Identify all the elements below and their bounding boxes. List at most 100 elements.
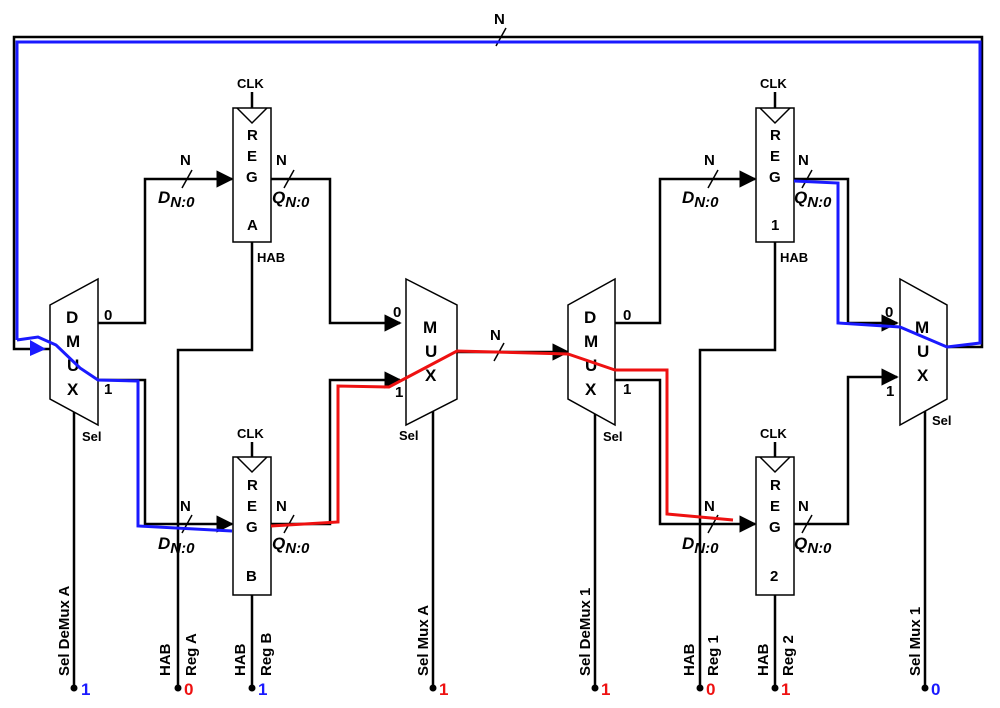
value-sel-mux-1: 0 xyxy=(931,680,940,699)
reg-a: CLK R E G A HAB xyxy=(232,76,285,265)
svg-text:U: U xyxy=(425,342,437,361)
svg-text:DN:0: DN:0 xyxy=(682,534,719,557)
svg-text:0: 0 xyxy=(623,307,631,324)
svg-text:0: 0 xyxy=(393,304,401,321)
signal-hab-b: HAB xyxy=(232,643,249,676)
svg-text:G: G xyxy=(246,519,258,536)
svg-text:CLK: CLK xyxy=(237,426,264,441)
svg-text:QN:0: QN:0 xyxy=(272,188,310,211)
svg-text:DN:0: DN:0 xyxy=(682,188,719,211)
svg-text:1: 1 xyxy=(395,384,403,401)
svg-text:X: X xyxy=(425,366,437,385)
svg-text:X: X xyxy=(585,380,597,399)
svg-text:QN:0: QN:0 xyxy=(272,534,310,557)
signal-sel-mux-a: Sel Mux A xyxy=(415,605,432,676)
signal-reg-1: Reg 1 xyxy=(705,635,722,676)
svg-text:G: G xyxy=(769,519,781,536)
svg-text:E: E xyxy=(770,498,780,515)
svg-text:Sel: Sel xyxy=(603,429,623,444)
mux-a: M U X 0 1 Sel xyxy=(393,277,458,443)
svg-text:QN:0: QN:0 xyxy=(794,534,832,557)
svg-text:N: N xyxy=(276,498,287,515)
svg-text:N: N xyxy=(704,152,715,169)
svg-text:N: N xyxy=(490,327,501,344)
svg-text:CLK: CLK xyxy=(237,76,264,91)
signal-reg-2: Reg 2 xyxy=(780,635,797,676)
svg-text:E: E xyxy=(770,148,780,165)
svg-text:D: D xyxy=(584,308,596,327)
signal-sel-mux-1: Sel Mux 1 xyxy=(907,607,924,676)
blue-path xyxy=(15,40,982,533)
svg-text:0: 0 xyxy=(104,307,112,324)
signal-reg-a: Reg A xyxy=(183,633,200,676)
svg-text:E: E xyxy=(247,498,257,515)
svg-text:M: M xyxy=(915,318,929,337)
svg-text:1: 1 xyxy=(104,381,112,398)
signal-terminals xyxy=(70,684,929,692)
svg-text:1: 1 xyxy=(771,217,779,234)
svg-text:R: R xyxy=(247,127,258,144)
svg-text:Sel: Sel xyxy=(399,428,419,443)
svg-text:Sel: Sel xyxy=(82,429,102,444)
svg-text:R: R xyxy=(770,477,781,494)
red-path xyxy=(270,349,734,528)
svg-text:1: 1 xyxy=(623,381,631,398)
svg-text:G: G xyxy=(769,169,781,186)
reg-2: CLK R E G 2 xyxy=(755,426,795,596)
svg-text:M: M xyxy=(423,318,437,337)
svg-text:N: N xyxy=(276,152,287,169)
svg-text:G: G xyxy=(246,169,258,186)
svg-text:Sel: Sel xyxy=(932,413,952,428)
svg-text:DN:0: DN:0 xyxy=(158,534,195,557)
demux-a: D M U X 0 1 Sel xyxy=(49,277,112,444)
svg-text:M: M xyxy=(584,332,598,351)
svg-text:R: R xyxy=(770,127,781,144)
svg-text:X: X xyxy=(917,366,929,385)
svg-text:A: A xyxy=(247,217,258,234)
value-sel-mux-a: 1 xyxy=(439,680,448,699)
svg-text:CLK: CLK xyxy=(760,76,787,91)
bus-width-label: N xyxy=(494,11,505,28)
port-labels: N N N N N N N N N DN:0 QN:0 DN:0 QN:0 DN… xyxy=(158,152,832,557)
svg-text:D: D xyxy=(66,308,78,327)
svg-text:1: 1 xyxy=(886,383,894,400)
svg-text:M: M xyxy=(66,332,80,351)
signal-hab-2: HAB xyxy=(755,643,772,676)
svg-text:U: U xyxy=(917,342,929,361)
svg-text:B: B xyxy=(246,568,257,585)
signal-sel-demux-1: Sel DeMux 1 xyxy=(577,588,594,676)
signal-values: 1 0 1 1 1 0 1 0 xyxy=(81,680,940,699)
signal-hab-1: HAB xyxy=(681,643,698,676)
demux-1: D M U X 0 1 Sel xyxy=(567,277,631,444)
svg-text:DN:0: DN:0 xyxy=(158,188,195,211)
svg-text:N: N xyxy=(798,152,809,169)
svg-text:QN:0: QN:0 xyxy=(794,188,832,211)
svg-text:HAB: HAB xyxy=(780,250,808,265)
svg-text:R: R xyxy=(247,477,258,494)
svg-text:E: E xyxy=(247,148,257,165)
signal-labels: Sel DeMux A HAB Reg A HAB Reg B Sel Mux … xyxy=(56,586,924,676)
svg-text:HAB: HAB xyxy=(257,250,285,265)
svg-text:X: X xyxy=(67,380,79,399)
reg-1: CLK R E G 1 HAB xyxy=(755,76,808,265)
value-reg-b: 1 xyxy=(258,680,267,699)
mux-1: M U X 0 1 Sel xyxy=(885,277,952,428)
signal-reg-b: Reg B xyxy=(258,632,275,676)
svg-text:CLK: CLK xyxy=(760,426,787,441)
svg-text:N: N xyxy=(180,498,191,515)
value-sel-demux-a: 1 xyxy=(81,680,90,699)
signal-hab-a: HAB xyxy=(157,643,174,676)
svg-text:0: 0 xyxy=(885,304,893,321)
value-reg-2: 1 xyxy=(781,680,790,699)
value-reg-a: 0 xyxy=(184,680,193,699)
svg-text:N: N xyxy=(180,152,191,169)
signal-sel-demux-a: Sel DeMux A xyxy=(56,586,73,676)
value-reg-1: 0 xyxy=(706,680,715,699)
svg-text:N: N xyxy=(798,498,809,515)
value-sel-demux-1: 1 xyxy=(601,680,610,699)
svg-text:U: U xyxy=(67,356,79,375)
svg-text:2: 2 xyxy=(770,568,778,585)
svg-text:N: N xyxy=(704,498,715,515)
